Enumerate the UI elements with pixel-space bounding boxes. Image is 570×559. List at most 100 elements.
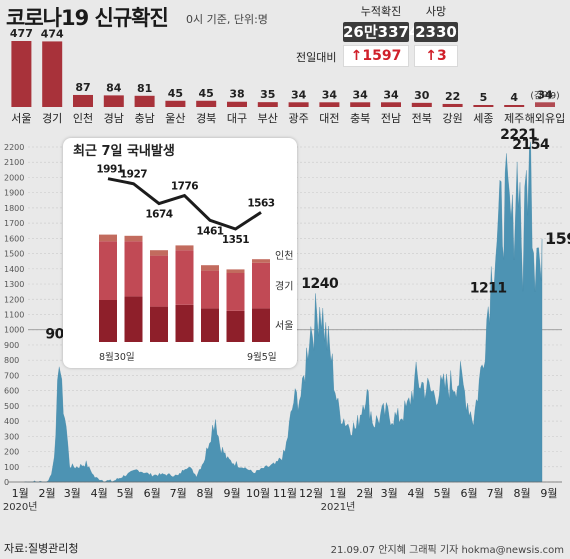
stack-bar-incheon: [150, 250, 168, 256]
stack-bar-seoul: [226, 310, 245, 342]
region-bar: [288, 102, 309, 107]
x-tick-label: 3월: [381, 487, 398, 500]
region-bar: [42, 41, 63, 107]
region-bar: [350, 102, 371, 107]
y-tick-label: 200: [4, 448, 19, 457]
y-tick-label: 1100: [4, 311, 24, 320]
x-tick-label: 7월: [170, 487, 187, 500]
inset-x-label: 8월30일: [99, 351, 135, 363]
peak-label: 1597: [545, 229, 570, 248]
peak-label: 1211: [470, 281, 507, 297]
region-bar: [196, 100, 217, 107]
x-tick-label: 8월: [197, 487, 214, 500]
peak-label: 2154: [512, 137, 550, 153]
daily-cases-chart: 0 100 200 300 400 500 600 700 800 900 1000 1100 1200…: [3, 127, 570, 513]
domestic-total-line: [107, 177, 262, 231]
stack-bar-gyeonggi: [175, 250, 194, 305]
daily-total-label: 1351: [222, 234, 249, 246]
page-subtitle: 0시 기준, 단위:명: [186, 13, 268, 26]
region-value-label: 45: [168, 87, 183, 100]
x-tick-label: 2월: [356, 487, 373, 500]
x-tick-label: 6월: [144, 487, 161, 500]
region-value-label: 45: [199, 87, 214, 100]
y-tick-label: 1600: [4, 234, 24, 243]
stack-bar-gyeonggi: [226, 273, 245, 311]
region-name-label: 충북: [350, 112, 370, 125]
daily-total-label: 1563: [247, 197, 274, 209]
region-value-label: 5: [480, 91, 488, 104]
x-tick-label: 9월: [223, 487, 240, 500]
region-name-label: 전남: [381, 112, 401, 125]
stack-bar-seoul: [150, 306, 168, 342]
stack-bar-incheon: [175, 245, 194, 251]
region-value-label: 81: [137, 82, 152, 95]
region-name-label: 해외유입: [525, 111, 565, 125]
stack-bar-incheon: [252, 259, 270, 263]
region-name-label: 충남: [134, 112, 154, 125]
region-bar: [411, 102, 432, 107]
cumulative-label: 누적확진: [360, 5, 402, 18]
region-value-label: 87: [75, 81, 90, 94]
region-name-label: 인천: [73, 111, 93, 125]
quarantine-annotation: (검역9): [530, 89, 559, 101]
y-tick-label: 1200: [4, 295, 24, 304]
stack-bar-seoul: [201, 308, 219, 342]
x-tick-label: 1월: [329, 487, 346, 500]
region-name-label: 전북: [412, 112, 432, 125]
death-label: 사망: [425, 5, 447, 18]
inset-title: 최근 7일 국내발생: [73, 144, 175, 159]
region-name-label: 제주: [504, 112, 524, 125]
y-tick-label: 1500: [4, 250, 24, 259]
region-name-label: 부산: [258, 112, 278, 125]
region-bar: [11, 41, 32, 107]
y-tick-label: 100: [4, 463, 19, 472]
region-bar: [165, 100, 186, 107]
y-tick-label: 500: [4, 402, 19, 411]
y-tick-label: 900: [4, 341, 19, 350]
x-tick-label: 4월: [91, 487, 108, 500]
stack-bar-incheon: [201, 265, 219, 271]
daily-total-label: 1991: [96, 164, 123, 176]
daily-total-label: 1461: [196, 225, 223, 237]
death-change: ↑3: [414, 45, 458, 67]
daily-total-label: 1776: [171, 181, 198, 193]
y-tick-label: 300: [4, 432, 19, 441]
x-tick-label: 12월: [299, 487, 323, 500]
stack-bar-incheon: [124, 235, 143, 242]
y-tick-label: 1400: [4, 265, 24, 274]
peak-label: 2221: [500, 127, 537, 143]
cumulative-change: ↑1597: [343, 45, 409, 67]
x-tick-label: 11월: [273, 487, 297, 500]
y-tick-label: 2200: [4, 143, 24, 152]
x-tick-label: 3월: [64, 487, 81, 500]
stack-bar-incheon: [226, 269, 245, 273]
source-note: 자료:질병관리청: [4, 542, 79, 555]
region-value-label: 35: [260, 88, 275, 101]
x-tick-label: 9월: [540, 487, 557, 500]
y-tick-label: 1000: [4, 326, 24, 335]
year-label: 2021년: [321, 501, 356, 513]
x-tick-label: 1월: [12, 487, 29, 500]
region-name-label: 경북: [196, 112, 216, 125]
region-name-label: 경남: [104, 112, 124, 125]
region-bar: [319, 102, 340, 107]
x-tick-label: 10월: [246, 487, 270, 500]
vs-yesterday-label: 전일대비: [296, 51, 337, 64]
y-tick-label: 600: [4, 387, 19, 396]
peak-label: 1240: [301, 276, 339, 292]
recent-7days-panel: 최근 7일 국내발생 1991 1927 1674 1776 1461 1351 1563 서…: [63, 138, 297, 368]
daily-cases-area: [24, 141, 543, 483]
stack-legend-label: 경기: [275, 280, 293, 293]
stack-bar-seoul: [99, 300, 117, 342]
region-name-label: 세종: [473, 112, 493, 125]
region-value-label: 34: [353, 88, 369, 101]
y-tick-label: 2000: [4, 173, 24, 182]
credit-note: 21.09.07 안지혜 그래픽 기자 hokma@newsis.com: [330, 545, 564, 556]
stack-bar-gyeonggi: [124, 241, 143, 297]
region-name-label: 울산: [165, 112, 185, 125]
x-tick-label: 5월: [434, 487, 451, 500]
stack-bar-incheon: [99, 234, 117, 242]
y-tick-label: 1300: [4, 280, 24, 289]
region-bar: [504, 105, 525, 107]
